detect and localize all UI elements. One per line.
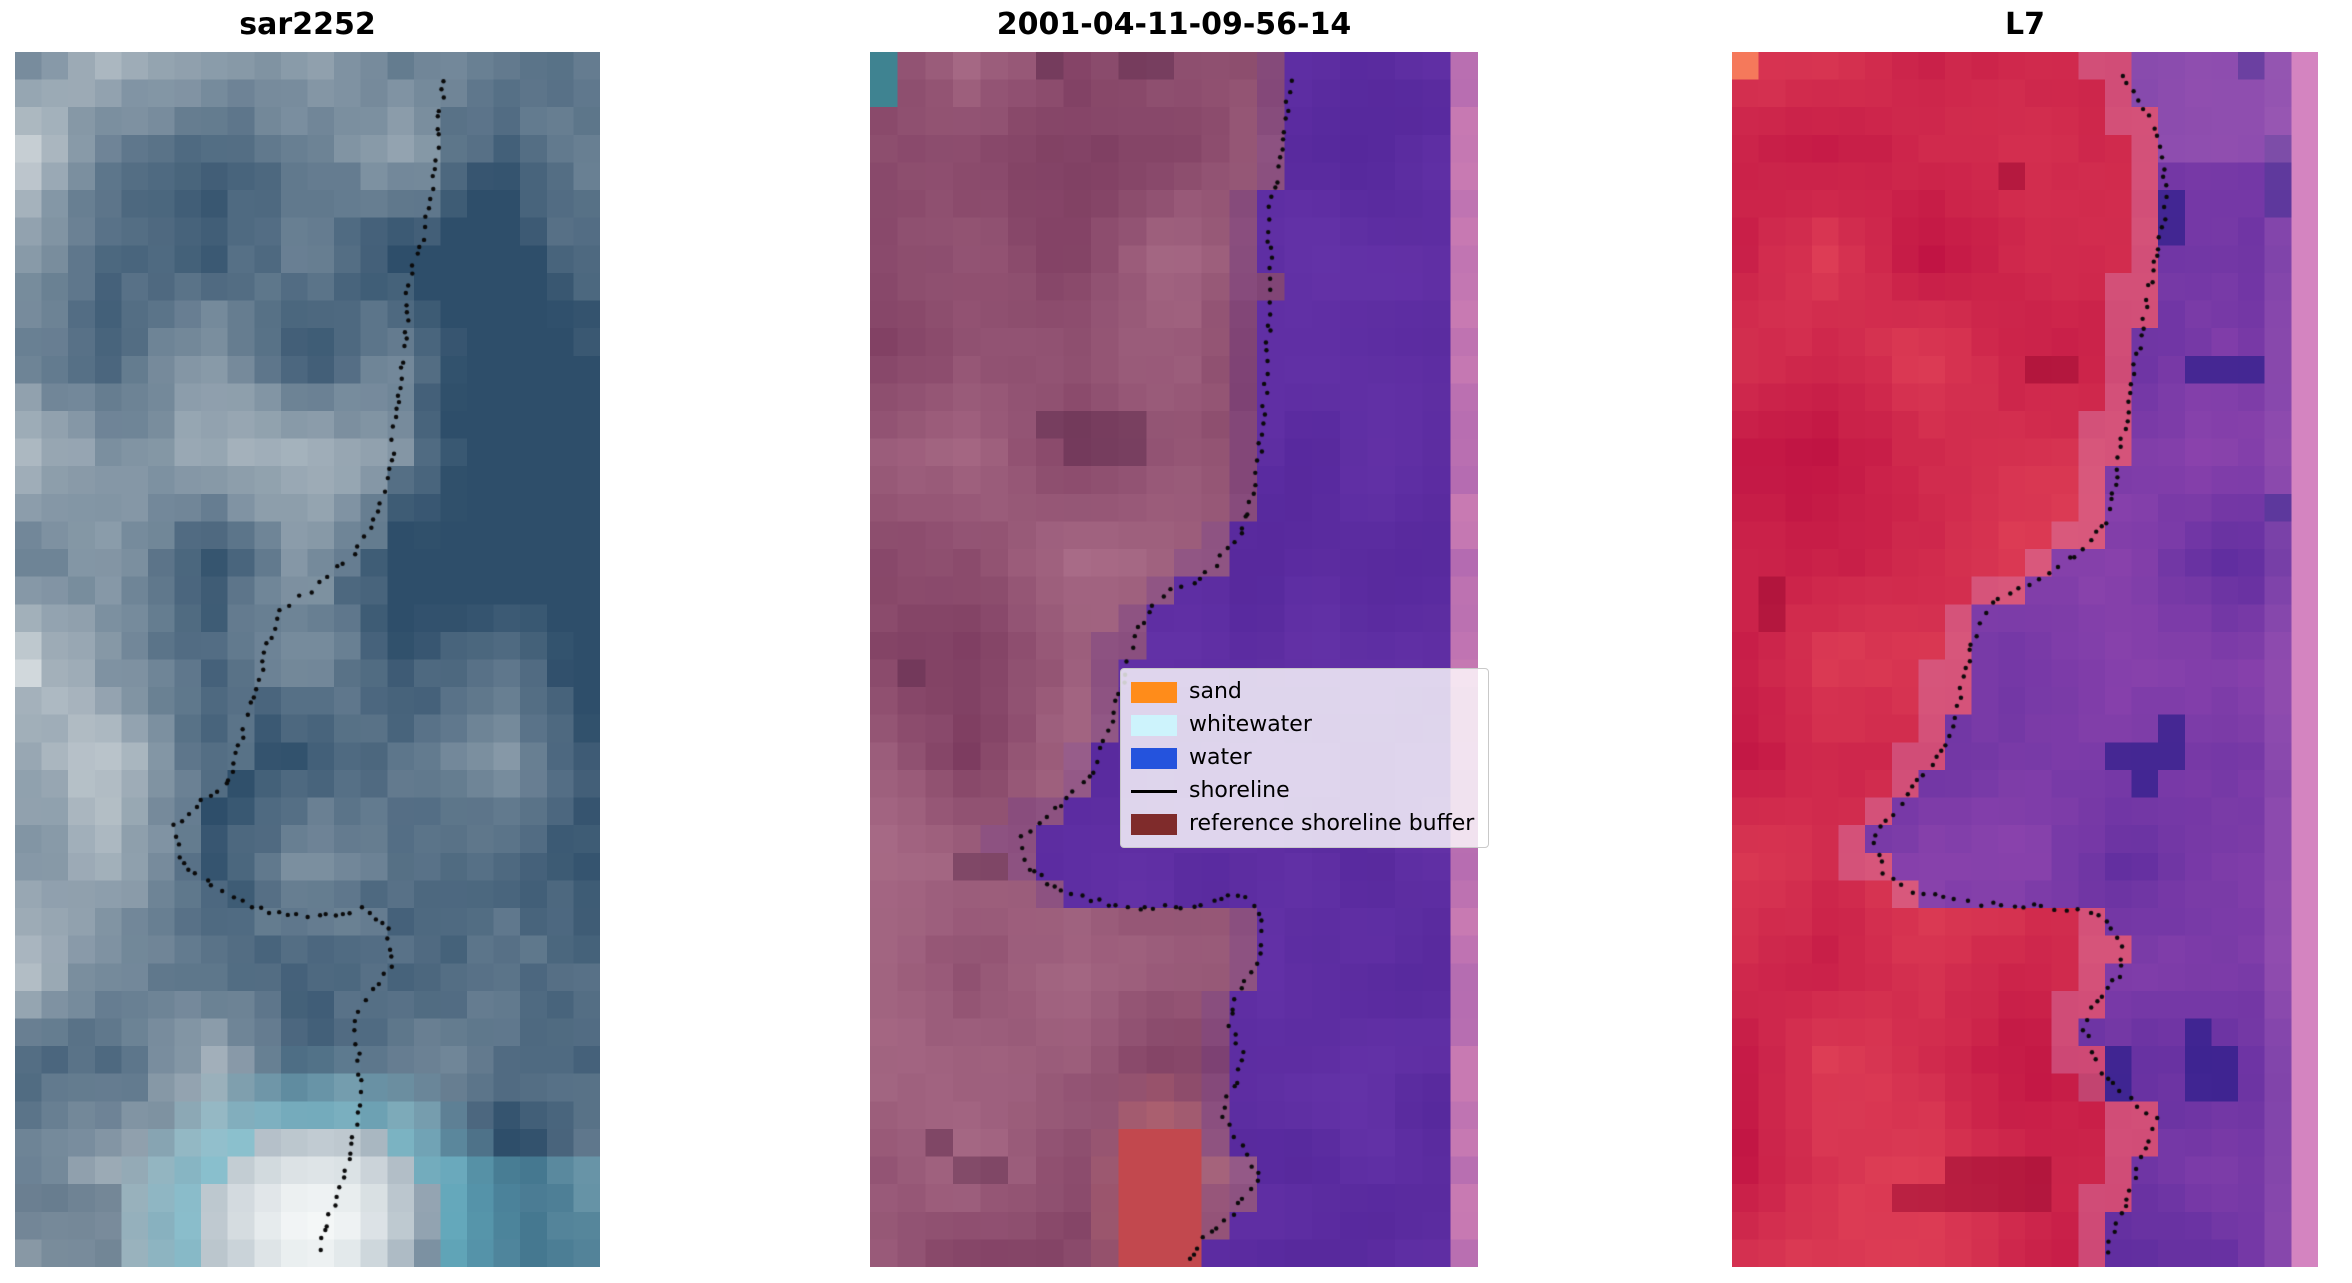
legend-entry-water: water <box>1131 745 1474 771</box>
whitewater-swatch-icon <box>1131 714 1177 736</box>
panel-l7 <box>1732 52 2318 1267</box>
shoreline-line-icon <box>1131 789 1177 793</box>
legend-entry-whitewater: whitewater <box>1131 712 1474 738</box>
panel-title-l7: L7 <box>2005 7 2045 42</box>
panel-classified: sand whitewater water shoreline referenc… <box>870 52 1490 1267</box>
panel-sar <box>15 52 600 1267</box>
sand-swatch-icon <box>1131 681 1177 703</box>
reference-buffer-swatch-icon <box>1131 813 1177 835</box>
water-swatch-icon <box>1131 747 1177 769</box>
legend-label-reference-buffer: reference shoreline buffer <box>1189 811 1475 836</box>
shoreline-dots-overlay <box>1732 52 2318 1267</box>
legend-entry-reference-buffer: reference shoreline buffer <box>1131 811 1474 837</box>
legend-label-sand: sand <box>1189 679 1242 704</box>
legend-entry-shoreline: shoreline <box>1131 778 1474 804</box>
legend-entry-sand: sand <box>1131 679 1474 705</box>
shoreline-dots-overlay <box>15 52 600 1267</box>
panel-title-sar: sar2252 <box>239 7 376 42</box>
shoreline-dots-overlay <box>870 52 1478 1267</box>
legend-label-shoreline: shoreline <box>1189 778 1290 803</box>
legend-label-water: water <box>1189 745 1252 770</box>
panel-title-classified: 2001-04-11-09-56-14 <box>996 7 1352 42</box>
legend: sand whitewater water shoreline referenc… <box>1120 668 1490 848</box>
legend-label-whitewater: whitewater <box>1189 712 1312 737</box>
